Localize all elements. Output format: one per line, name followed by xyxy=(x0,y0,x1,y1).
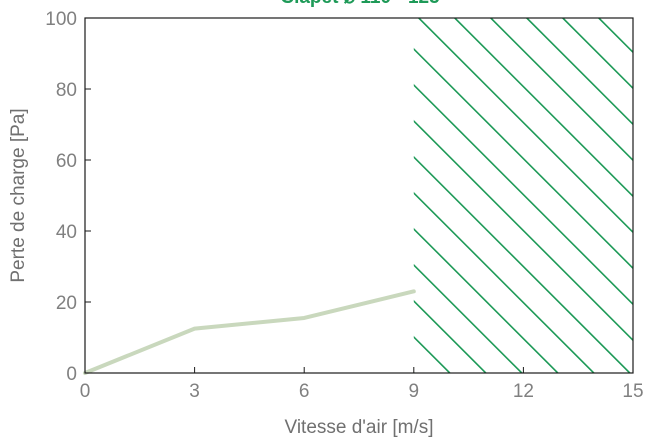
hatch-line xyxy=(413,47,633,270)
hatch-line xyxy=(413,191,595,373)
plot-frame xyxy=(84,17,634,374)
y-tick-label: 40 xyxy=(56,222,77,243)
y-tick-label: 0 xyxy=(66,364,77,385)
series-line xyxy=(83,289,416,375)
series-layer xyxy=(83,289,416,375)
x-tick-label: 12 xyxy=(513,381,534,402)
hatch-line xyxy=(418,18,633,234)
y-tick-label: 100 xyxy=(45,9,77,30)
hatch-line xyxy=(526,18,633,126)
y-axis-label: Perte de charge [Pa] xyxy=(8,108,29,282)
hatch-line xyxy=(413,155,631,373)
y-tick-label: 60 xyxy=(56,151,77,172)
x-tick-label: 6 xyxy=(299,381,310,402)
y-tick-label: 80 xyxy=(56,80,77,101)
hatch-line xyxy=(635,18,649,373)
hatch-line xyxy=(490,18,633,162)
x-tick-label: 3 xyxy=(189,381,200,402)
tick-labels: 0 3 6 9 12 15 0 20 40 60 80 100 xyxy=(45,9,643,402)
hatch-line xyxy=(413,299,487,373)
hatch-line xyxy=(454,18,633,198)
axes xyxy=(84,17,634,374)
hatch-line xyxy=(562,18,633,90)
chart-title: Clapet ⌀ 110 - 125 xyxy=(280,0,440,8)
hatch-line xyxy=(598,18,633,54)
x-tick-label: 0 xyxy=(80,381,91,402)
hatch-line xyxy=(23,18,378,373)
hatch-line xyxy=(413,227,559,373)
hatch-line xyxy=(413,371,415,373)
hatch-line xyxy=(413,83,633,306)
x-tick-label: 15 xyxy=(622,381,643,402)
y-tick-label: 20 xyxy=(56,293,77,314)
x-axis-label: Vitesse d'air [m/s] xyxy=(285,417,434,438)
hatch-line xyxy=(413,263,523,373)
x-tick-label: 9 xyxy=(409,381,420,402)
hatch-line xyxy=(413,119,633,342)
hatched-region xyxy=(23,18,649,373)
